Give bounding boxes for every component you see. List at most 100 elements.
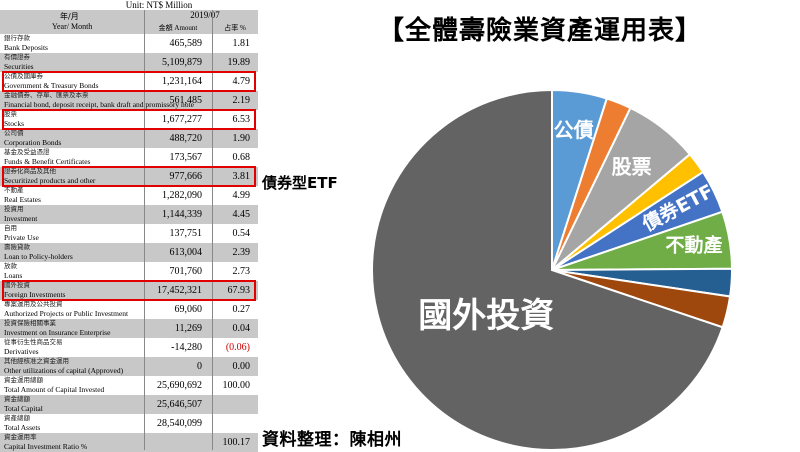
table-row: 銀行存款 Bank Deposits 465,589 1.81 [0, 34, 258, 53]
row-label-en: Derivatives [4, 347, 39, 356]
row-percent: 0.00 [232, 361, 251, 372]
row-label-zh: 壽險貸款 [4, 243, 30, 251]
row-amount: 561,485 [169, 95, 203, 106]
table-row: 有價證券 Securities 5,109,879 19.89 [0, 53, 258, 72]
row-label-zh: 專案運用及公共投資 [4, 300, 63, 308]
row-label-zh: 投資保險相關事業 [4, 319, 56, 327]
row-label-en: Stocks [4, 119, 25, 128]
row-amount: 11,269 [174, 323, 202, 334]
highlight-box [2, 71, 256, 92]
table-row: 金融債券、存單、匯票及本票 Financial bond, deposit rec… [0, 91, 258, 110]
row-label-zh: 有價證券 [4, 53, 30, 61]
row-label-zh: 其他經核准之資金運用 [4, 357, 69, 365]
row-percent: 2.73 [232, 266, 251, 277]
row-label-en: Loan to Policy-holders [4, 252, 73, 261]
table-header: 年/月 Year/ Month 2019/07 金額 Amount 占率 % [0, 10, 258, 34]
row-label-zh: 資金運用總額 [4, 376, 43, 384]
pie-slice-label: 股票 [612, 154, 652, 178]
header-amount: 金額 Amount [158, 24, 198, 32]
row-amount: 1,677,277 [162, 114, 202, 125]
highlight-box [2, 109, 256, 130]
row-label-zh: 投資用 [4, 205, 24, 213]
row-percent: 2.39 [232, 247, 251, 258]
row-label-zh: 資金運用率 [4, 433, 37, 441]
row-label-en: Investment on Insurance Enterprise [4, 328, 111, 337]
row-amount: 977,666 [169, 171, 203, 182]
pie-slice [371, 88, 724, 450]
header-year-month-en: Year/ Month [52, 22, 93, 31]
row-percent: 67.93 [227, 285, 251, 296]
row-label-zh: 國外投資 [4, 281, 30, 289]
table-row: 其他經核准之資金運用 Other utilizations of capital … [0, 357, 258, 376]
row-amount: 5,109,879 [162, 57, 202, 68]
row-percent: 0.04 [232, 323, 251, 334]
pie-slice-label: 國外投資 [418, 296, 554, 336]
row-label-zh: 銀行存款 [4, 34, 30, 42]
row-label-zh: 基金及受益憑證 [4, 148, 50, 156]
row-percent: 1.90 [232, 133, 251, 144]
row-label-zh: 從事衍生性商品交易 [4, 338, 63, 346]
row-label-en: Total Amount of Capital Invested [4, 385, 105, 394]
row-percent: 2.19 [232, 95, 251, 106]
row-label-en: Investment [4, 214, 38, 223]
table-row: 公債及國庫券 Government & Treasury Bonds 1,231,1… [0, 72, 258, 91]
highlight-box [2, 166, 256, 187]
row-percent: 4.79 [232, 76, 251, 87]
row-amount: 1,282,090 [162, 190, 202, 201]
row-amount: 173,567 [169, 152, 203, 163]
row-label-zh: 放款 [4, 262, 17, 270]
row-label-zh: 公債及國庫券 [4, 72, 43, 80]
header-year-month-zh: 年/月 [60, 12, 79, 21]
row-label-en: Securitized products and other [4, 176, 96, 185]
row-amount: 0 [197, 361, 202, 372]
row-label-zh: 自用 [4, 224, 17, 232]
table-row: 基金及受益憑證 Funds & Benefit Certificates 173,5… [0, 148, 258, 167]
row-label-en: Government & Treasury Bonds [4, 81, 99, 90]
table-unit: Unit: NT$ Million [125, 0, 193, 10]
row-amount: 613,004 [169, 247, 203, 258]
row-amount: 69,060 [174, 304, 203, 315]
row-label-en: Capital Investment Ratio % [4, 442, 88, 451]
row-percent: 6.53 [232, 114, 251, 125]
row-label-en: Loans [4, 271, 23, 280]
row-percent: 100.17 [222, 437, 251, 448]
row-label-en: Private Use [4, 233, 39, 242]
row-percent: 1.81 [232, 38, 251, 49]
row-label-zh: 公司債 [4, 129, 24, 137]
row-amount: 28,540,099 [157, 418, 202, 429]
table-row: 放款 Loans 701,760 2.73 [0, 262, 258, 281]
row-label-zh: 股票 [4, 110, 17, 118]
row-percent: 0.68 [232, 152, 251, 163]
table-row: 投資保險相關事業 Investment on Insurance Enterpri… [0, 319, 258, 338]
table-row: 資產總額 Total Assets 28,540,099 [0, 414, 258, 433]
etf-annotation: 債券型ETF [262, 174, 338, 192]
row-amount: 17,452,321 [157, 285, 202, 296]
row-amount: 701,760 [169, 266, 203, 277]
table-row: 資金運用率 Capital Investment Ratio % 100.17 [0, 433, 258, 452]
asset-table: Unit: NT$ Million 年/月 Year/ Month 2019/0… [0, 0, 258, 452]
row-label-en: Authorized Projects or Public Investment [4, 309, 129, 318]
table-row: 證券化商品及其他 Securitized products and other 97… [0, 167, 258, 186]
row-percent: 100.00 [222, 380, 251, 391]
row-percent: 19.89 [227, 57, 251, 68]
row-label-en: Funds & Benefit Certificates [4, 157, 91, 166]
row-label-en: Real Estates [4, 195, 41, 204]
table-row: 股票 Stocks 1,677,277 6.53 [0, 110, 258, 129]
row-amount: 1,231,164 [162, 76, 202, 87]
row-amount: -14,280 [171, 342, 202, 353]
row-label-zh: 不動產 [4, 186, 24, 194]
row-amount: 1,144,339 [162, 209, 202, 220]
table-row: 壽險貸款 Loan to Policy-holders 613,004 2.39 [0, 243, 258, 262]
pie-slice-label: 公債 [554, 118, 594, 142]
table-row: 專案運用及公共投資 Authorized Projects or Public I… [0, 300, 258, 319]
column-divider [212, 10, 213, 450]
table-row: 自用 Private Use 137,751 0.54 [0, 224, 258, 243]
row-percent: 4.99 [232, 190, 251, 201]
table-row: 不動產 Real Estates 1,282,090 4.99 [0, 186, 258, 205]
row-label-zh: 證券化商品及其他 [4, 167, 56, 175]
row-amount: 137,751 [169, 228, 203, 239]
column-divider [144, 10, 145, 450]
row-label-en: Other utilizations of capital (Approved) [4, 366, 124, 375]
chart-title: 【全體壽險業資產運用表】 [378, 16, 703, 46]
